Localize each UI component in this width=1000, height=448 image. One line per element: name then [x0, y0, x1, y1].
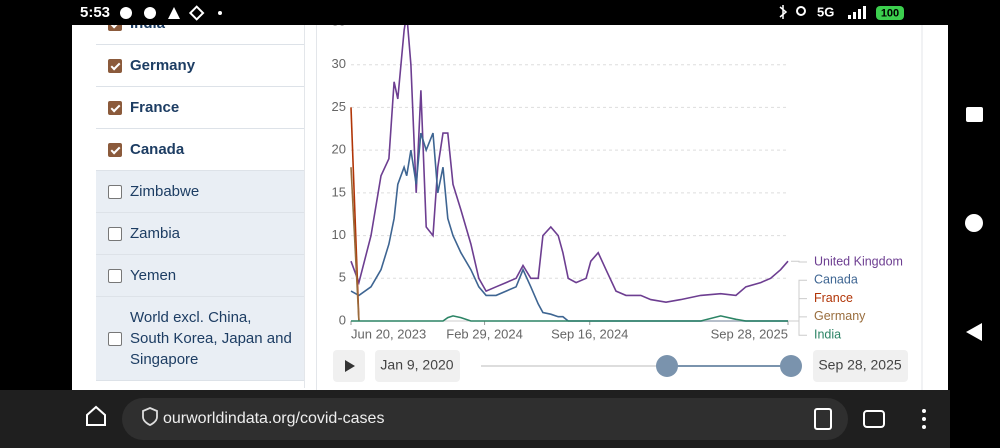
end-date-box[interactable] [813, 350, 908, 382]
x-tick-label: Jun 20, 2023 [351, 326, 426, 341]
country-label: Germany [130, 57, 196, 74]
y-tick-label: 15 [332, 184, 346, 199]
country-label: India [130, 25, 165, 34]
home-button[interactable] [86, 405, 106, 426]
series-line [351, 315, 788, 322]
y-tick-label: 25 [332, 99, 346, 114]
battery-icon [876, 6, 904, 20]
clock: 5:53 [80, 4, 110, 21]
legend-label: Germany [814, 309, 866, 323]
status-bg [0, 0, 1000, 25]
y-tick-label: 30 [332, 56, 346, 71]
y-tick-label: 35 [332, 25, 346, 28]
country-list-items: India Germany France Canada Zimbabwe Zambia Ye… [96, 25, 304, 381]
nav-home[interactable] [965, 214, 983, 232]
legend-label: India [814, 327, 841, 341]
location-icon [796, 6, 806, 16]
reader-button[interactable] [814, 408, 832, 430]
start-date: Jan 9, 2020 [380, 357, 453, 373]
country-row[interactable]: Yemen [96, 255, 304, 297]
country-row[interactable]: Zimbabwe [96, 171, 304, 213]
signal-icon [848, 6, 866, 19]
tabs-button[interactable] [863, 410, 885, 428]
url: ourworldindata.org/covid-cases [163, 410, 384, 427]
checkbox[interactable] [108, 184, 122, 199]
country-row[interactable]: World excl. China, South Korea, Japan an… [96, 297, 304, 381]
nav-recents[interactable] [966, 107, 983, 122]
play-icon [345, 360, 355, 372]
country-row[interactable]: India [96, 25, 304, 45]
legend-label: United Kingdom [814, 254, 903, 268]
checkbox[interactable] [108, 268, 122, 283]
nav-buttons [965, 107, 983, 341]
legend-connector [791, 320, 807, 336]
x-tick-label: Sep 28, 2025 [711, 326, 788, 341]
notif-dot [218, 11, 222, 15]
series-line [350, 167, 360, 322]
slider-handle[interactable] [780, 355, 802, 377]
checkbox-checked[interactable] [108, 100, 122, 115]
legend-label: France [814, 291, 853, 305]
menu-button[interactable] [922, 409, 926, 429]
url-field[interactable] [122, 398, 848, 440]
country-label: Canada [130, 141, 185, 158]
notif-icon [120, 7, 132, 19]
checkbox-checked[interactable] [108, 58, 122, 73]
country-row[interactable]: Zambia [96, 213, 304, 255]
y-tick-label: 5 [339, 270, 346, 285]
chart: Jan 9, 2020 Sep 28, 2025 0 5 10 15 20 25 30 35 J… [316, 25, 923, 390]
slider-handle[interactable] [656, 355, 678, 377]
country-label: Zambia [130, 225, 181, 242]
x-tick-label: Feb 29, 2024 [446, 326, 523, 341]
bluetooth-icon [779, 5, 788, 19]
notif-icon [188, 5, 205, 21]
checkbox-checked[interactable] [108, 25, 122, 31]
x-tick-label: Sep 16, 2024 [551, 326, 628, 341]
country-label: Zimbabwe [130, 183, 200, 200]
checkbox[interactable] [108, 331, 122, 346]
notif-icon [144, 7, 156, 19]
chart-bg [317, 25, 923, 390]
country-label: Yemen [130, 267, 177, 284]
country-label: France [130, 99, 180, 116]
country-label: World excl. China, South Korea, Japan an… [130, 309, 292, 368]
nav-back[interactable] [966, 323, 982, 341]
battery-level: 100 [881, 7, 899, 19]
network: 5G [817, 4, 834, 19]
y-tick-label: 10 [332, 227, 346, 242]
browser-bar: ourworldindata.org/covid-cases [0, 390, 950, 448]
legend-label: Canada [814, 273, 858, 287]
country-row[interactable]: Canada [96, 129, 304, 171]
security-icon [142, 407, 158, 426]
checkbox[interactable] [108, 226, 122, 241]
status-bar: 5:53 5G 100 [0, 0, 1000, 25]
checkbox-checked[interactable] [108, 142, 122, 157]
legend-connector [791, 260, 807, 263]
y-tick-label: 20 [332, 142, 346, 157]
y-tick-label: 0 [339, 312, 346, 327]
notif-icon [168, 7, 180, 19]
country-row[interactable]: France [96, 87, 304, 129]
country-list: India Germany France Canada Zimbabwe Zambia Ye… [96, 25, 305, 388]
series-line [350, 25, 789, 304]
start-date-box[interactable] [375, 350, 460, 382]
country-row[interactable]: Germany [96, 45, 304, 87]
end-date: Sep 28, 2025 [818, 357, 902, 373]
